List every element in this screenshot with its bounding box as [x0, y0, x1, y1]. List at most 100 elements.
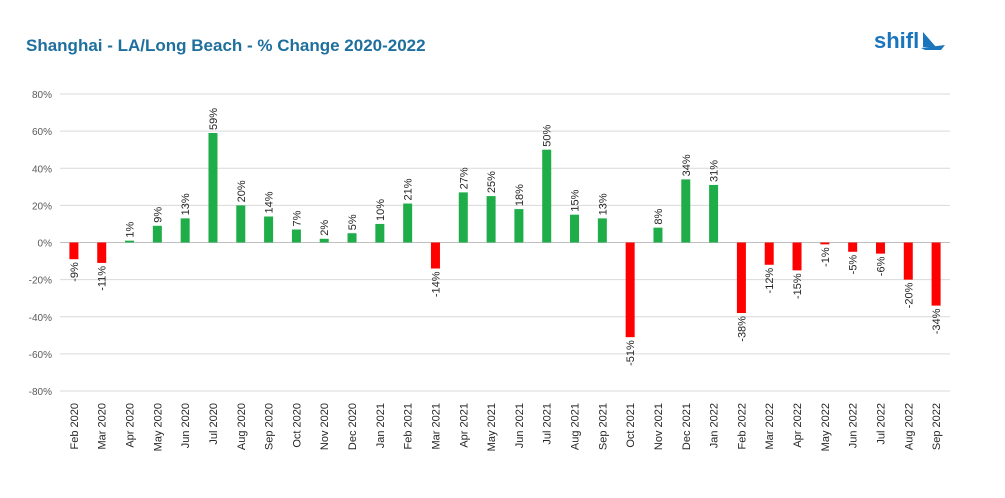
- brand-logo: shifl: [874, 28, 947, 54]
- y-tick-label: 20%: [32, 201, 52, 212]
- bar: [875, 242, 885, 254]
- bar: [514, 209, 524, 243]
- data-label: 25%: [486, 171, 498, 193]
- data-label: -12%: [764, 268, 776, 294]
- data-label: -5%: [848, 255, 860, 275]
- data-label: 59%: [208, 108, 220, 130]
- x-tick-label: Oct 2020: [291, 403, 303, 448]
- x-tick-label: Nov 2021: [653, 403, 665, 450]
- data-label: 7%: [291, 210, 303, 226]
- bar: [403, 203, 413, 243]
- x-tick-label: Sep 2020: [264, 403, 276, 450]
- x-tick-label: Aug 2022: [903, 403, 915, 450]
- x-tick-label: Feb 2022: [736, 403, 748, 449]
- data-label: 34%: [681, 154, 693, 176]
- x-tick-label: Apr 2021: [458, 403, 470, 448]
- x-tick-label: Jan 2022: [709, 403, 721, 448]
- data-label: 50%: [542, 124, 554, 146]
- bar: [319, 238, 329, 243]
- bar: [347, 233, 357, 243]
- bar: [208, 132, 218, 243]
- y-tick-label: -60%: [29, 350, 52, 361]
- x-tick-label: Apr 2020: [125, 403, 137, 448]
- data-label: 2%: [319, 220, 331, 236]
- data-label: 15%: [570, 189, 582, 211]
- x-tick-label: Dec 2020: [347, 403, 359, 450]
- data-label: 18%: [514, 184, 526, 206]
- y-tick-label: -40%: [29, 313, 52, 324]
- bar: [458, 192, 468, 243]
- data-label: -9%: [69, 262, 81, 282]
- x-tick-label: Dec 2021: [681, 403, 693, 450]
- data-label: 21%: [403, 178, 415, 200]
- y-tick-label: 60%: [32, 127, 52, 138]
- data-label: 1%: [125, 222, 137, 238]
- bar: [625, 242, 635, 338]
- bar: [125, 240, 135, 243]
- bar: [180, 218, 190, 243]
- bar: [709, 184, 719, 243]
- data-label: 13%: [597, 193, 609, 215]
- x-tick-label: Sep 2021: [597, 403, 609, 450]
- bar: [97, 242, 107, 263]
- data-label: 27%: [458, 167, 470, 189]
- x-tick-label: Apr 2022: [792, 403, 804, 448]
- x-tick-label: Jul 2022: [875, 403, 887, 445]
- data-label: -11%: [97, 266, 109, 291]
- data-label: -6%: [875, 256, 887, 276]
- bar: [848, 242, 858, 252]
- data-label: -1%: [820, 247, 832, 267]
- x-tick-label: Jun 2020: [180, 403, 192, 448]
- x-tick-label: Nov 2020: [319, 403, 331, 450]
- x-tick-label: Feb 2020: [69, 403, 81, 449]
- sail-icon: [921, 32, 946, 50]
- data-label: 31%: [709, 160, 721, 182]
- x-tick-label: May 2020: [152, 403, 164, 451]
- bar: [820, 242, 830, 245]
- data-label: 5%: [347, 214, 359, 230]
- y-tick-label: 40%: [32, 164, 52, 175]
- x-tick-label: Jan 2021: [375, 403, 387, 448]
- y-tick-label: -20%: [29, 276, 52, 287]
- bar: [264, 216, 274, 243]
- bar: [291, 229, 301, 243]
- bar: [152, 225, 162, 243]
- x-tick-label: May 2022: [820, 403, 832, 451]
- data-label: 13%: [180, 193, 192, 215]
- bar: [542, 149, 552, 243]
- x-tick-label: Mar 2020: [97, 403, 109, 449]
- bar: [792, 242, 802, 271]
- x-tick-label: Mar 2021: [430, 403, 442, 449]
- bar: [653, 227, 663, 243]
- x-tick-label: Mar 2022: [764, 403, 776, 449]
- x-tick-label: Jun 2022: [848, 403, 860, 448]
- bar: [486, 196, 496, 243]
- x-tick-label: May 2021: [486, 403, 498, 451]
- x-tick-label: Oct 2021: [625, 403, 637, 448]
- bar: [375, 223, 385, 243]
- x-tick-label: Aug 2020: [236, 403, 248, 450]
- x-tick-label: Jul 2021: [542, 403, 554, 445]
- data-label: 8%: [653, 209, 665, 225]
- y-tick-label: -80%: [29, 387, 52, 398]
- bar: [69, 242, 79, 260]
- bar: [597, 218, 607, 243]
- data-label: -15%: [792, 273, 804, 299]
- bar: [430, 242, 440, 269]
- y-tick-label: 0%: [38, 239, 53, 250]
- bar: [931, 242, 941, 306]
- chart-title: Shanghai - LA/Long Beach - % Change 2020…: [26, 36, 426, 55]
- data-label: 10%: [375, 199, 387, 221]
- data-label: -38%: [736, 316, 748, 342]
- bar: [681, 179, 691, 243]
- bar: [736, 242, 746, 314]
- x-tick-label: Aug 2021: [570, 403, 582, 450]
- data-label: 9%: [152, 207, 164, 223]
- x-tick-label: Sep 2022: [931, 403, 943, 450]
- data-label: 20%: [236, 180, 248, 202]
- x-tick-label: Feb 2021: [403, 403, 415, 449]
- y-tick-label: 80%: [32, 90, 52, 101]
- bar: [570, 214, 580, 243]
- bar: [764, 242, 774, 265]
